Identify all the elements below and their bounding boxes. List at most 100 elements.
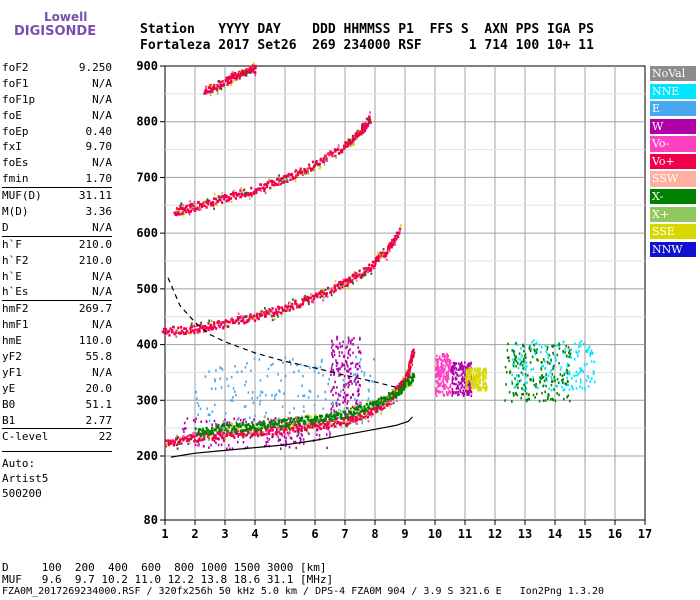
trace-dot bbox=[382, 396, 385, 400]
trace-dot bbox=[252, 67, 255, 71]
param-yf1: yF1 N/A bbox=[2, 365, 112, 381]
trace-dot bbox=[269, 423, 272, 426]
trace-dot bbox=[212, 86, 215, 89]
scatter-dot-w bbox=[338, 367, 341, 371]
scatter-dot-e bbox=[296, 363, 298, 367]
scatter-dot-x- bbox=[518, 352, 521, 355]
trace-dot bbox=[188, 434, 190, 437]
scatter-dot-w bbox=[349, 340, 352, 343]
trace-dot bbox=[209, 432, 212, 436]
trace-dot bbox=[232, 432, 235, 436]
scatter-dot-vo- bbox=[446, 380, 448, 384]
trace-dot bbox=[231, 193, 234, 196]
scatter-dot-nne bbox=[579, 381, 582, 384]
trace-dot bbox=[266, 433, 269, 436]
trace-dot bbox=[337, 408, 340, 412]
scatter-dot-nne bbox=[593, 380, 596, 384]
trace-dot bbox=[245, 194, 248, 197]
scatter-dot-sse bbox=[485, 377, 487, 380]
trace-dot bbox=[328, 430, 331, 433]
scatter-dot-nne bbox=[538, 343, 541, 347]
scatter-dot-w bbox=[335, 404, 338, 408]
autoscaling-line2: Artist5 bbox=[2, 472, 49, 486]
scatter-dot-w bbox=[302, 438, 305, 441]
trace-dot bbox=[384, 254, 388, 257]
trace-dot bbox=[234, 197, 238, 200]
scatter-dot-sse bbox=[485, 386, 487, 390]
header-labels: Station YYYY DAY DDD HHMMSS P1 FFS S AXN… bbox=[140, 22, 594, 37]
trace-dot bbox=[352, 414, 355, 417]
trace-dot bbox=[374, 259, 378, 263]
trace-dot bbox=[323, 296, 326, 299]
trace-dot bbox=[349, 418, 352, 422]
trace-dot bbox=[331, 413, 334, 417]
trace-dot bbox=[400, 390, 403, 394]
trace-dot bbox=[311, 294, 314, 298]
trace-dot bbox=[368, 263, 371, 267]
scatter-dot-nne bbox=[592, 372, 595, 376]
legend-item-vo: Vo- bbox=[650, 136, 696, 152]
trace-dot bbox=[220, 434, 223, 437]
scatter-dot-e bbox=[244, 418, 247, 421]
scatter-dot-vo- bbox=[442, 371, 445, 374]
param-value: 2.77 bbox=[85, 413, 113, 427]
scatter-dot-w bbox=[332, 405, 334, 408]
param-name: foF1 bbox=[2, 76, 29, 90]
trace-dot bbox=[236, 315, 240, 319]
param-name: hmF1 bbox=[2, 318, 29, 332]
trace-dot bbox=[188, 203, 191, 207]
trace-dot bbox=[277, 430, 280, 434]
trace-dot bbox=[222, 420, 225, 423]
trace-dot bbox=[391, 397, 395, 401]
scatter-dot-vo- bbox=[444, 387, 446, 390]
scatter-dot-x- bbox=[541, 374, 543, 377]
scatter-dot-e bbox=[204, 375, 207, 378]
trace-dot bbox=[324, 154, 327, 158]
param-hmf2: hmF2 269.7 bbox=[2, 300, 112, 317]
trace-dot bbox=[282, 418, 286, 421]
trace-dot bbox=[196, 444, 199, 447]
trace-dot bbox=[315, 422, 318, 426]
trace-dot bbox=[341, 282, 344, 286]
trace-dot bbox=[348, 421, 351, 425]
trace-dot bbox=[254, 430, 257, 433]
trace-dot bbox=[385, 258, 388, 261]
trace-dot bbox=[200, 205, 204, 209]
scatter-dot-w bbox=[452, 382, 455, 385]
scatter-dot-w bbox=[294, 440, 297, 444]
scatter-dot-w bbox=[461, 383, 464, 387]
scatter-dot-w bbox=[339, 373, 342, 377]
trace-dot bbox=[377, 259, 380, 262]
scatter-dot-vo- bbox=[445, 362, 448, 366]
trace-dot bbox=[404, 382, 407, 386]
scatter-dot-w bbox=[346, 345, 348, 348]
trace-dot bbox=[259, 429, 263, 433]
trace-dot bbox=[410, 361, 413, 364]
trace-dot bbox=[240, 315, 243, 318]
scatter-dot-x- bbox=[536, 358, 538, 361]
x-tick-label: 14 bbox=[548, 527, 562, 541]
trace-dot bbox=[362, 409, 366, 413]
trace-dot bbox=[307, 172, 310, 175]
trace-dot bbox=[299, 303, 302, 306]
trace-dot bbox=[237, 312, 240, 315]
trace-dot bbox=[221, 192, 224, 195]
trace-dot bbox=[254, 64, 257, 68]
legend-item-nne: NNE bbox=[650, 83, 696, 99]
trace-dot bbox=[371, 412, 374, 416]
trace-dot bbox=[251, 316, 254, 320]
trace-dot bbox=[355, 279, 358, 283]
scatter-dot-w bbox=[451, 372, 454, 375]
trace-dot bbox=[217, 83, 220, 87]
trace-dot bbox=[306, 297, 310, 300]
trace-dot bbox=[299, 167, 302, 171]
scatter-dot-x- bbox=[561, 381, 564, 384]
y-tick-label: 80 bbox=[144, 513, 158, 527]
scatter-dot-vo- bbox=[449, 359, 452, 363]
scatter-dot-nne bbox=[580, 339, 583, 343]
trace-dot bbox=[227, 80, 230, 83]
scatter-dot-x- bbox=[551, 345, 554, 348]
scatter-dot-sse bbox=[477, 367, 479, 370]
trace-dot bbox=[307, 302, 310, 306]
polarization-legend: NoVal NNE E W Vo- Vo+ SSW X- X+ SSE NNW bbox=[650, 66, 696, 259]
